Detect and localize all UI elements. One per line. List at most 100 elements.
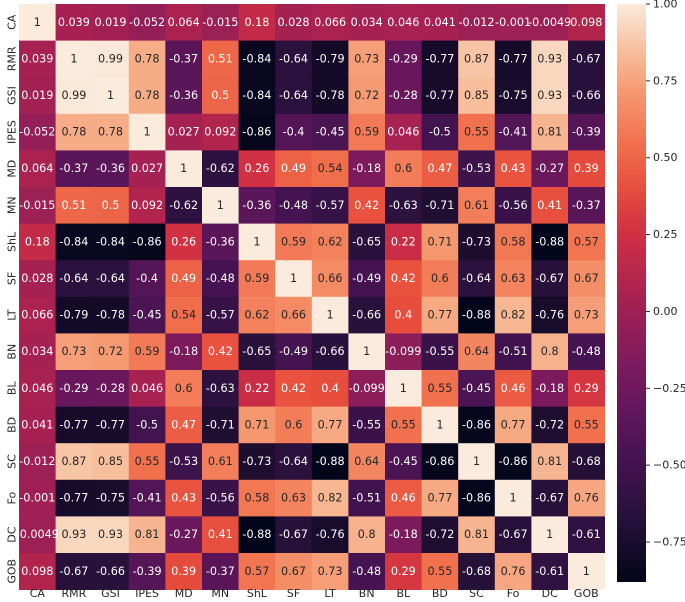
cell-value-label: 0.93 xyxy=(537,52,562,65)
heatmap-cell-ShL-CA xyxy=(19,223,56,261)
cell-value-label: 0.46 xyxy=(501,382,526,395)
heatmap-cell-SC-IPES xyxy=(128,443,166,481)
cell-value-label: -0.41 xyxy=(499,126,528,139)
heatmap-cell-RMR-GSI xyxy=(92,40,130,78)
x-tick-label-GOB: GOB xyxy=(574,587,599,600)
cell-value-label: -0.5 xyxy=(429,126,451,139)
cell-value-label: -0.84 xyxy=(96,235,125,248)
heatmap-cell-SC-DC xyxy=(531,443,569,481)
cell-value-label: 0.63 xyxy=(281,492,306,505)
cell-value-label: 0.55 xyxy=(464,126,489,139)
cell-value-label: 0.42 xyxy=(391,272,416,285)
cell-value-label: -0.39 xyxy=(572,126,601,139)
cell-value-label: 0.41 xyxy=(537,199,562,212)
heatmap-cell-BL-BN xyxy=(348,370,386,407)
cell-value-label: -0.51 xyxy=(499,345,528,358)
cell-value-label: 0.62 xyxy=(244,309,269,322)
heatmap-cell-BL-MN xyxy=(202,370,239,407)
cell-value-label: 0.63 xyxy=(501,272,526,285)
cell-value-label: -0.64 xyxy=(279,89,308,102)
heatmap-cell-DC-Fo xyxy=(494,516,532,554)
cell-value-label: -0.56 xyxy=(499,199,528,212)
heatmap-cell-IPES-Fo xyxy=(494,113,532,151)
heatmap-cell-SF-IPES xyxy=(128,260,166,298)
heatmap-cell-Fo-GSI xyxy=(92,479,130,517)
heatmap-cell-LT-LT xyxy=(311,296,349,334)
cell-value-label: 1 xyxy=(180,162,187,175)
heatmap-cell-BD-GSI xyxy=(92,406,130,444)
cell-value-label: 0.51 xyxy=(208,52,233,65)
cell-value-label: 0.49 xyxy=(281,162,306,175)
cell-value-label: -0.4 xyxy=(283,126,305,139)
heatmap-cell-LT-GOB xyxy=(568,296,605,334)
cell-value-label: 0.64 xyxy=(354,455,379,468)
colorbar-ticks: 1.00 0.75 0.50 0.25 0.00 −0.25 −0.50 −0.75 xyxy=(646,0,685,549)
cell-value-label: 0.8 xyxy=(541,345,559,358)
cell-value-label: 0.42 xyxy=(281,382,306,395)
x-tick-label-ShL: ShL xyxy=(247,587,268,600)
cell-value-label: -0.77 xyxy=(59,492,88,505)
cell-value-label: -0.64 xyxy=(59,272,88,285)
cell-value-label: -0.62 xyxy=(206,162,235,175)
cell-value-label: -0.099 xyxy=(385,345,421,358)
heatmap-cell-MD-BN xyxy=(348,150,386,188)
heatmap-cell-MD-MN xyxy=(202,150,239,188)
cell-value-label: -0.45 xyxy=(133,309,162,322)
heatmap-cell-LT-DC xyxy=(531,296,569,334)
heatmap-cell-Fo-DC xyxy=(531,479,569,517)
heatmap-cell-DC-DC xyxy=(531,516,569,554)
cell-value-label: -0.66 xyxy=(352,309,381,322)
heatmap-cell-IPES-RMR xyxy=(55,113,93,151)
heatmap-cell-LT-MN xyxy=(202,296,239,334)
cell-value-label: 0.034 xyxy=(351,16,383,29)
heatmap-cell-BL-ShL xyxy=(238,370,276,407)
cell-value-label: -0.36 xyxy=(169,89,198,102)
heatmap-cell-GSI-MN xyxy=(202,77,239,115)
heatmap-cell-ShL-DC xyxy=(531,223,569,261)
cell-value-label: -0.76 xyxy=(316,528,345,541)
cell-value-label: 0.22 xyxy=(244,382,269,395)
heatmap-cell-BD-SC xyxy=(458,406,496,444)
heatmap-cell-Fo-BL xyxy=(385,479,422,517)
heatmap-cell-BL-SF xyxy=(275,370,313,407)
heatmap-cell-SF-Fo xyxy=(494,260,532,298)
heatmap-cell-GSI-MD xyxy=(165,77,203,115)
cell-value-label: 0.027 xyxy=(131,162,163,175)
cell-value-label: 0.66 xyxy=(318,272,343,285)
heatmap-cell-CA-RMR xyxy=(55,4,93,41)
cell-value-label: 0.81 xyxy=(135,528,160,541)
heatmap-cell-MD-GSI xyxy=(92,150,130,188)
heatmap-cell-BL-LT xyxy=(311,370,349,407)
cell-value-label: 0.55 xyxy=(135,455,160,468)
heatmap-cell-GOB-LT xyxy=(311,553,349,590)
heatmap-cell-MN-SF xyxy=(275,187,313,224)
heatmap-cell-DC-CA xyxy=(19,516,56,554)
cell-value-label: -0.64 xyxy=(279,52,308,65)
y-tick-label-BL: BL xyxy=(6,381,19,396)
heatmap-cell-MN-Fo xyxy=(494,187,532,224)
heatmap-cell-RMR-LT xyxy=(311,40,349,78)
cell-value-label: -0.62 xyxy=(169,199,198,212)
x-tick-label-BD: BD xyxy=(432,587,448,600)
heatmap-cell-ShL-RMR xyxy=(55,223,93,261)
x-tick-label-MN: MN xyxy=(211,587,229,600)
heatmap-cell-MN-BL xyxy=(385,187,422,224)
cell-value-label: -0.001 xyxy=(495,16,531,29)
heatmap-cell-Fo-BD xyxy=(421,479,459,517)
cell-value-label: -0.73 xyxy=(462,235,491,248)
y-axis-tick-labels: CA RMR GSI IPES MD MN ShL SF LT BN BL BD SC Fo DC GOB xyxy=(6,14,19,583)
cell-value-label: 0.61 xyxy=(208,455,233,468)
cell-value-label: 0.092 xyxy=(204,126,236,139)
heatmap-cell-RMR-MN xyxy=(202,40,239,78)
cell-value-label: -0.86 xyxy=(242,126,271,139)
heatmap-cell-Fo-RMR xyxy=(55,479,93,517)
heatmap-cell-GSI-ShL xyxy=(238,77,276,115)
heatmap-cell-BL-SC xyxy=(458,370,496,407)
cell-value-label: 0.39 xyxy=(574,162,599,175)
cell-value-label: 0.66 xyxy=(281,309,306,322)
cell-value-label: -0.28 xyxy=(96,382,125,395)
heatmap-cell-MD-SC xyxy=(458,150,496,188)
heatmap-cell-LT-SF xyxy=(275,296,313,334)
cell-value-label: 0.046 xyxy=(131,382,163,395)
heatmap-cell-SC-GSI xyxy=(92,443,130,481)
